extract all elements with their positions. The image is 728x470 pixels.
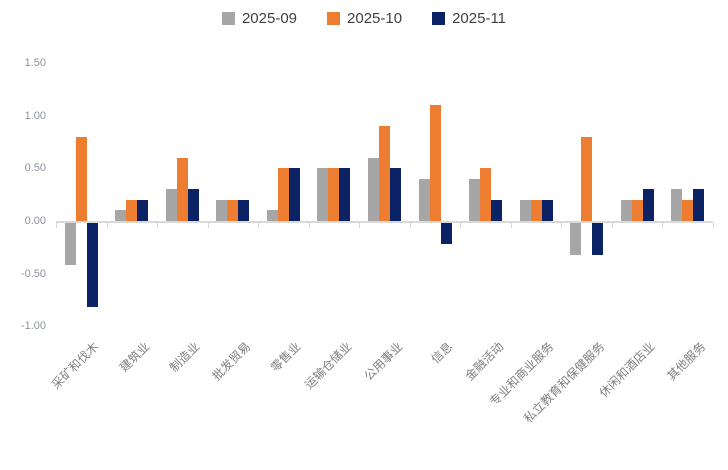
- bar-2025-10: [227, 199, 239, 221]
- x-axis-category-label: 运输仓储业: [301, 339, 355, 392]
- x-axis-tick: [106, 223, 108, 228]
- bar-2025-10: [429, 105, 441, 221]
- x-axis-tick: [207, 223, 209, 228]
- bar-2025-10: [379, 126, 390, 221]
- y-axis-tick-label: -0.50: [20, 267, 46, 280]
- bar-2025-09: [570, 223, 582, 255]
- bar-2025-11: [339, 168, 351, 221]
- x-axis-category-label: 制造业: [167, 339, 203, 375]
- legend-swatch-navy: [432, 12, 446, 25]
- chart-legend: 2025-09 2025-10 2025-11: [0, 10, 728, 27]
- bar-2025-09: [64, 223, 76, 266]
- x-axis-tick: [56, 223, 57, 228]
- legend-label: 2025-09: [241, 10, 298, 27]
- bar-2025-11: [693, 189, 705, 221]
- legend-swatch-gray: [221, 12, 235, 25]
- x-axis-tick: [460, 223, 462, 228]
- bar-2025-10: [631, 199, 643, 221]
- x-axis-line: [56, 221, 713, 223]
- bar-2025-10: [480, 168, 492, 221]
- bar-2025-09: [368, 157, 379, 221]
- bar-2025-11: [642, 189, 654, 221]
- bar-2025-11: [491, 199, 503, 221]
- x-axis-tick: [561, 223, 563, 228]
- bar-2025-11: [137, 199, 149, 221]
- bar-2025-09: [115, 210, 127, 221]
- bar-2025-10: [530, 199, 542, 221]
- x-axis-category-label: 公用事业: [360, 339, 405, 384]
- legend-item-2025-10: 2025-10: [327, 10, 402, 27]
- y-axis-tick-label: 0.50: [24, 162, 46, 175]
- bar-2025-11: [86, 223, 98, 308]
- x-axis-category-label: 信息: [428, 339, 456, 367]
- bar-2025-10: [581, 136, 593, 221]
- x-axis-category-label: 其他服务: [664, 339, 709, 384]
- bar-2025-11: [187, 189, 199, 221]
- bar-2025-11: [390, 168, 401, 221]
- legend-label: 2025-10: [347, 10, 403, 27]
- bar-2025-09: [620, 199, 632, 221]
- bar-2025-09: [418, 178, 430, 221]
- x-axis-tick: [308, 223, 310, 228]
- y-axis-tick-label: 1.00: [24, 109, 46, 122]
- bar-2025-10: [176, 157, 188, 221]
- y-axis-tick-label: -1.00: [20, 320, 46, 333]
- bar-2025-11: [288, 168, 300, 221]
- x-axis-tick: [359, 223, 361, 228]
- bar-2025-09: [266, 210, 278, 221]
- x-axis-category-label: 建筑业: [116, 339, 153, 375]
- bar-2025-09: [469, 178, 481, 221]
- bar-2025-11: [238, 199, 250, 221]
- x-axis-category-label: 金融活动: [462, 339, 506, 384]
- x-axis-tick: [611, 223, 613, 228]
- bar-2025-10: [682, 199, 694, 221]
- x-axis-tick: [662, 223, 664, 228]
- bar-2025-10: [75, 136, 87, 221]
- bar-2025-11: [592, 223, 604, 255]
- bar-2025-09: [671, 189, 683, 221]
- bar-2025-10: [277, 168, 289, 221]
- bar-2025-11: [440, 223, 452, 245]
- x-axis-tick: [510, 223, 512, 228]
- x-axis-tick: [713, 223, 714, 228]
- bar-2025-11: [541, 199, 553, 221]
- y-axis-tick-label: 1.50: [24, 56, 46, 69]
- bar-2025-09: [165, 189, 177, 221]
- bar-2025-09: [216, 199, 228, 221]
- y-axis-tick-label: 0.00: [24, 215, 46, 227]
- bar-2025-09: [519, 199, 531, 221]
- x-axis-category-label: 采矿和伐木: [49, 339, 102, 392]
- legend-swatch-orange: [327, 12, 341, 25]
- x-axis-tick: [157, 223, 159, 228]
- bar-2025-10: [328, 168, 340, 221]
- bar-2025-10: [126, 199, 138, 221]
- legend-item-2025-11: 2025-11: [432, 10, 506, 27]
- legend-item-2025-09: 2025-09: [221, 10, 298, 27]
- legend-label: 2025-11: [452, 10, 507, 27]
- x-axis-category-label: 批发贸易: [209, 339, 254, 384]
- x-axis-category-label: 零售业: [268, 339, 304, 375]
- x-axis-tick: [409, 223, 411, 228]
- bar-2025-09: [317, 168, 329, 221]
- x-axis-tick: [258, 223, 260, 228]
